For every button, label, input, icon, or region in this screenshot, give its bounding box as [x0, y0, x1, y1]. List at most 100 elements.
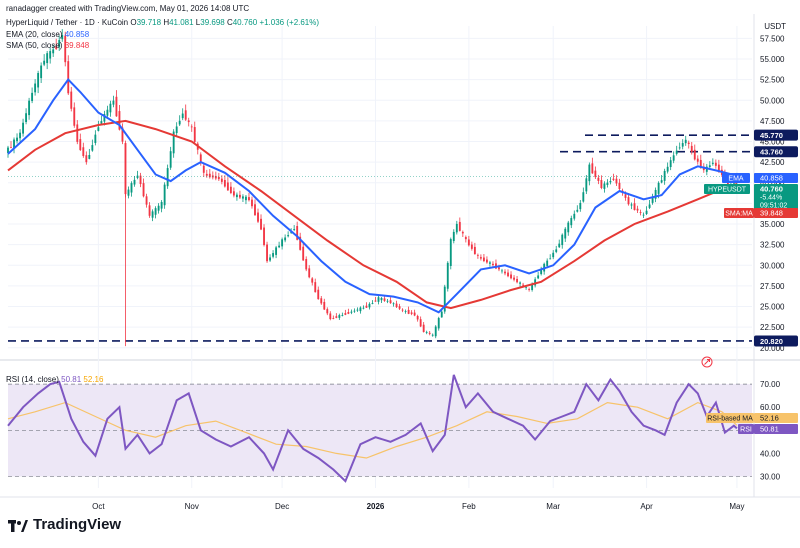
candle-body [419, 319, 422, 327]
rsi-tick-label: 60.00 [760, 403, 781, 412]
price-unit: USDT [764, 22, 786, 31]
change-tag: -5.44% [760, 195, 782, 202]
ema-legend-value: 40.858 [64, 30, 90, 39]
symbol-title[interactable]: HyperLiquid / Tether · 1D · KuCoin [6, 18, 129, 27]
sma-legend[interactable]: SMA (50, close) 39.848 [6, 41, 89, 51]
sma-legend-label: SMA (50, close) [6, 41, 63, 50]
candle-body [395, 303, 398, 308]
candle-body [229, 186, 232, 194]
sma-tag-label-bg [724, 208, 754, 218]
level-tag-43760: 43.760 [754, 146, 798, 158]
candle-body [151, 211, 154, 218]
candle-body [329, 313, 332, 320]
price-tick-label: 42.500 [760, 158, 785, 167]
candle-body [40, 65, 43, 79]
candle-body [401, 309, 404, 311]
time-tick-label: Oct [92, 502, 105, 511]
candle-body [522, 284, 525, 286]
candle-body [431, 334, 434, 336]
rsi-ma-tag-label-bg [706, 413, 754, 423]
candle-body [582, 192, 585, 202]
candle-body [684, 139, 687, 144]
price-tick-label: 30.000 [760, 261, 785, 270]
time-tick-label: May [729, 502, 744, 511]
candle-body [717, 164, 720, 172]
candle-body [232, 191, 235, 196]
ema-legend[interactable]: EMA (20, close) 40.858 [6, 30, 89, 40]
symbol-tag-label: HYPEUSDT [708, 187, 747, 194]
candle-body [245, 196, 247, 201]
price-tick-label: 35.000 [760, 220, 785, 229]
candle-body [579, 202, 582, 210]
candle-body [160, 201, 163, 209]
candle-body [223, 179, 226, 187]
candle-body [531, 284, 534, 290]
candle-body [576, 209, 579, 212]
rsi-legend-label: RSI (14, close) [6, 375, 59, 384]
candle-body [711, 162, 714, 164]
ohlc-line: HyperLiquid / Tether · 1D · KuCoin O39.7… [6, 18, 319, 28]
level-tag-20820-bg [754, 335, 798, 347]
candle-body [645, 210, 648, 215]
candle-body [118, 111, 121, 130]
candle-body [678, 147, 681, 149]
candle-body [142, 183, 145, 197]
candle-body [377, 297, 380, 302]
candle-body [46, 53, 49, 64]
rsi-legend-value: 50.81 [61, 375, 82, 384]
candle-body [190, 126, 193, 128]
candle-body [504, 271, 506, 274]
candle-body [359, 307, 362, 312]
candle-body [115, 96, 118, 117]
level-tag-45770-bg [754, 129, 798, 141]
h-value: 41.081 [169, 18, 194, 27]
candle-body [501, 270, 503, 272]
candle-body [202, 165, 205, 173]
candle-body [600, 179, 603, 189]
candle-body [440, 311, 443, 318]
l-label: L [195, 18, 201, 27]
rsi-legend[interactable]: RSI (14, close) 50.81 52.16 [6, 375, 103, 385]
candle-body [510, 274, 512, 279]
symbol-tag-label-bg [704, 184, 750, 194]
candle-body [61, 35, 64, 40]
candle-body [558, 243, 561, 248]
candle-body [239, 194, 241, 198]
candle-body [455, 223, 458, 233]
price-tick-label: 40.000 [760, 179, 785, 188]
candle-body [181, 113, 184, 119]
candle-body [585, 178, 588, 192]
candle-body [732, 182, 735, 184]
candle-body [657, 182, 660, 194]
candle-body [91, 145, 94, 151]
candle-body [534, 279, 537, 286]
candle-body [235, 194, 238, 198]
candle-body [639, 212, 642, 213]
candle-body [58, 40, 61, 48]
candle-body [555, 249, 558, 252]
candle-body [187, 120, 190, 123]
ema-tag-value-bg [754, 173, 798, 183]
candle-body [519, 282, 521, 284]
candle-body [564, 228, 567, 239]
candle-body [260, 218, 262, 230]
candle-body [133, 179, 136, 185]
level-tag-20820: 20.820 [754, 335, 798, 347]
candle-body [416, 315, 419, 320]
candle-body [335, 316, 338, 318]
candle-body [109, 103, 112, 113]
candle-body [386, 300, 389, 302]
tradingview-brand[interactable]: TradingView [8, 516, 121, 533]
candle-body [479, 257, 482, 259]
candle-body [314, 282, 317, 293]
sma-line [7, 119, 738, 310]
c-value: 40.760 [232, 18, 258, 27]
candle-body [163, 184, 166, 206]
h-label: H [163, 18, 170, 27]
candle-body [633, 203, 636, 211]
candle-body [570, 218, 573, 226]
candle-body [76, 124, 79, 142]
sma-tag-value-bg [754, 208, 798, 218]
